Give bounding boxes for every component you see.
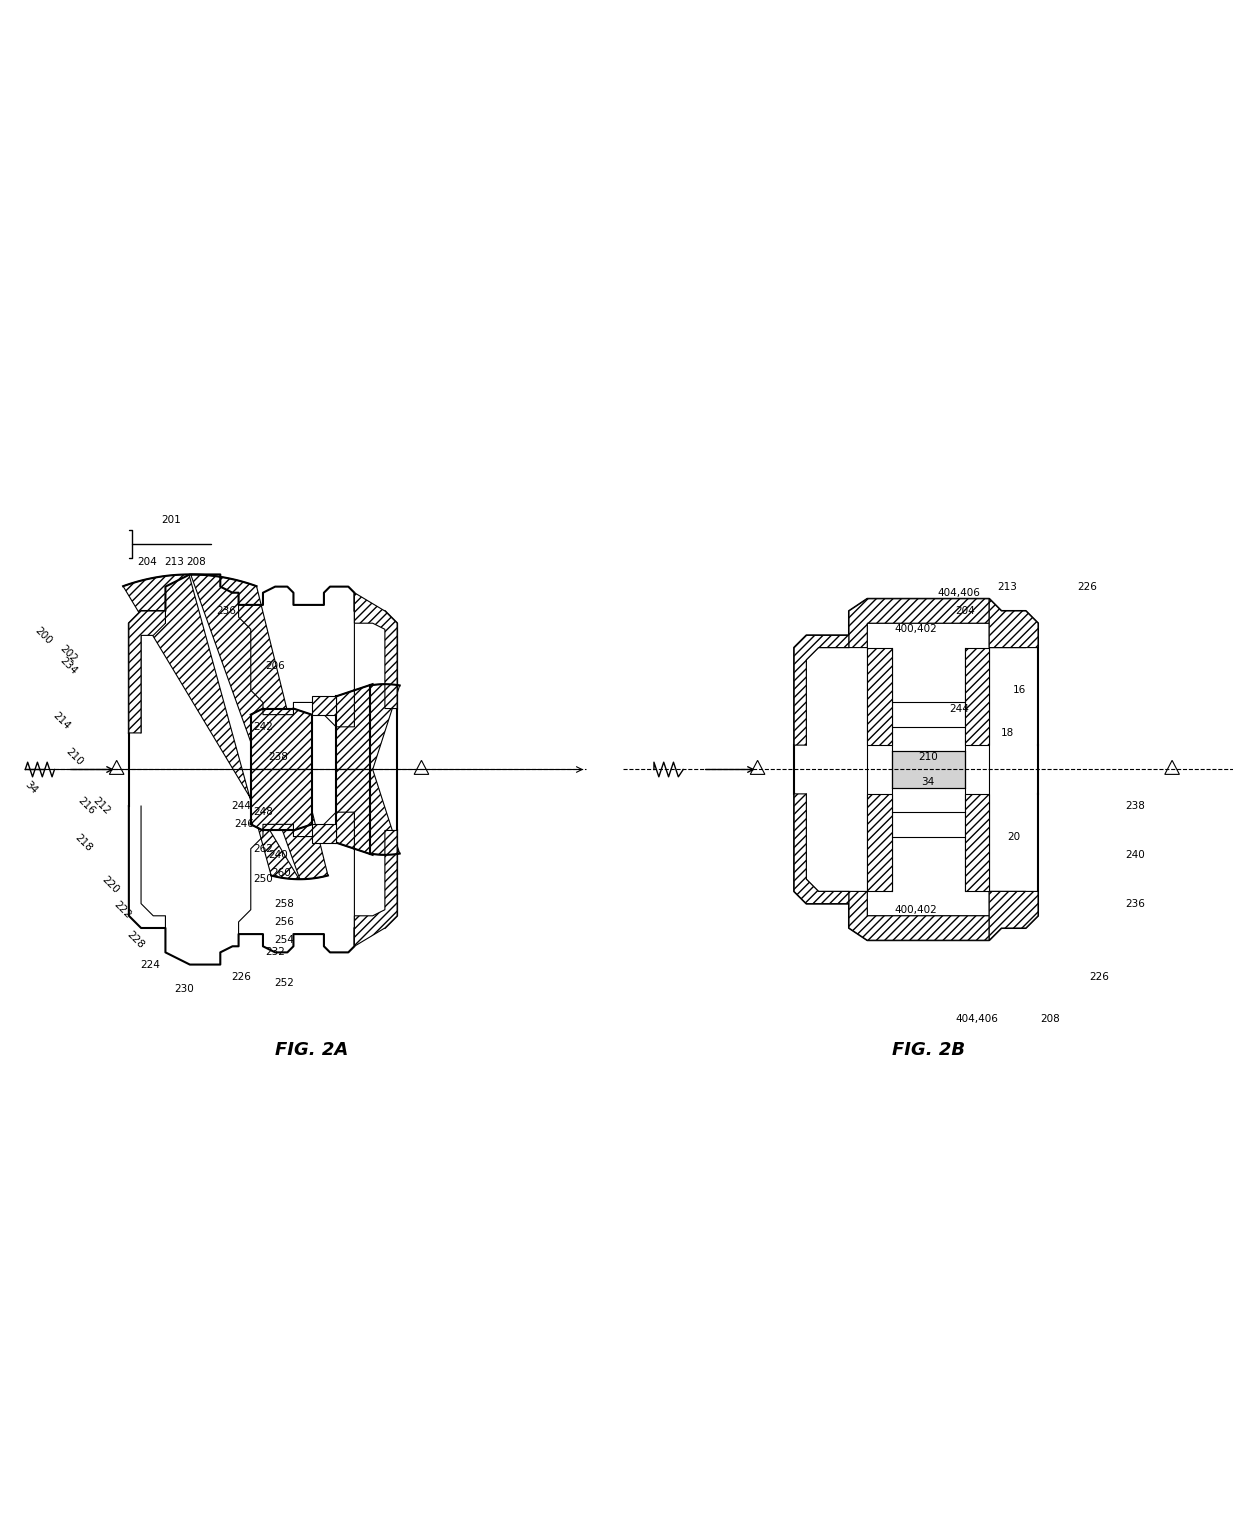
Polygon shape: [794, 794, 849, 903]
Text: 236: 236: [1126, 899, 1146, 908]
Polygon shape: [892, 751, 965, 788]
Text: 262: 262: [253, 843, 273, 854]
Text: 201: 201: [161, 514, 181, 525]
Text: 244: 244: [232, 802, 252, 811]
Polygon shape: [250, 708, 311, 770]
Text: 226: 226: [1089, 971, 1109, 982]
Text: 400,402: 400,402: [895, 905, 937, 914]
Text: 202: 202: [57, 643, 78, 665]
Text: FIG. 2A: FIG. 2A: [275, 1040, 348, 1059]
Polygon shape: [336, 770, 399, 854]
Polygon shape: [355, 831, 397, 946]
Text: 260: 260: [272, 868, 291, 879]
Polygon shape: [250, 770, 311, 831]
Text: 218: 218: [73, 833, 94, 853]
Text: 34: 34: [921, 777, 935, 786]
Polygon shape: [867, 794, 892, 891]
Polygon shape: [849, 891, 990, 940]
Text: 242: 242: [253, 722, 273, 733]
Polygon shape: [355, 593, 397, 708]
Text: 220: 220: [100, 874, 122, 896]
Polygon shape: [336, 685, 399, 770]
Text: 228: 228: [124, 930, 145, 951]
Polygon shape: [849, 599, 990, 648]
Text: 404,406: 404,406: [937, 588, 980, 597]
Text: 222: 222: [112, 899, 134, 920]
Text: 214: 214: [51, 709, 72, 731]
Polygon shape: [867, 648, 892, 745]
Polygon shape: [123, 574, 299, 879]
Text: 404,406: 404,406: [956, 1014, 998, 1025]
Polygon shape: [965, 648, 990, 745]
Text: 234: 234: [57, 656, 78, 677]
Text: 20: 20: [1007, 831, 1021, 842]
Text: 400,402: 400,402: [895, 625, 937, 634]
Text: 226: 226: [1076, 582, 1096, 591]
Polygon shape: [129, 611, 165, 733]
Text: 212: 212: [91, 796, 112, 817]
Text: 208: 208: [186, 557, 206, 568]
Text: 213: 213: [997, 582, 1018, 591]
Text: 204: 204: [138, 557, 157, 568]
Polygon shape: [794, 636, 849, 745]
Text: 206: 206: [265, 660, 285, 671]
Text: 232: 232: [265, 948, 285, 957]
Text: 238: 238: [1126, 802, 1146, 811]
Text: 250: 250: [253, 874, 273, 885]
Text: 248: 248: [253, 806, 273, 817]
Text: 226: 226: [232, 971, 252, 982]
Text: 210: 210: [919, 753, 939, 762]
Polygon shape: [990, 599, 1038, 648]
Text: 252: 252: [274, 977, 294, 988]
Text: 200: 200: [33, 625, 55, 646]
Text: 16: 16: [1013, 685, 1027, 696]
Text: 244: 244: [949, 703, 968, 714]
Text: 238: 238: [268, 753, 288, 762]
Text: 256: 256: [274, 917, 294, 926]
Text: 254: 254: [274, 936, 294, 945]
Text: 210: 210: [63, 746, 84, 768]
Text: 224: 224: [140, 960, 160, 970]
Polygon shape: [311, 696, 336, 714]
Text: 213: 213: [165, 557, 185, 568]
Text: 230: 230: [174, 983, 193, 994]
Polygon shape: [965, 794, 990, 891]
Text: 240: 240: [1126, 850, 1146, 860]
Text: 208: 208: [1040, 1014, 1060, 1025]
Text: 34: 34: [24, 780, 40, 796]
Polygon shape: [311, 825, 336, 843]
Text: 246: 246: [234, 819, 254, 830]
Text: 240: 240: [268, 850, 288, 860]
Text: 258: 258: [274, 899, 294, 908]
Text: 216: 216: [76, 796, 97, 817]
Text: 236: 236: [217, 606, 237, 616]
Text: 18: 18: [1001, 728, 1014, 737]
Text: 204: 204: [955, 606, 975, 616]
Polygon shape: [990, 891, 1038, 940]
Polygon shape: [191, 574, 327, 879]
Text: FIG. 2B: FIG. 2B: [892, 1040, 965, 1059]
